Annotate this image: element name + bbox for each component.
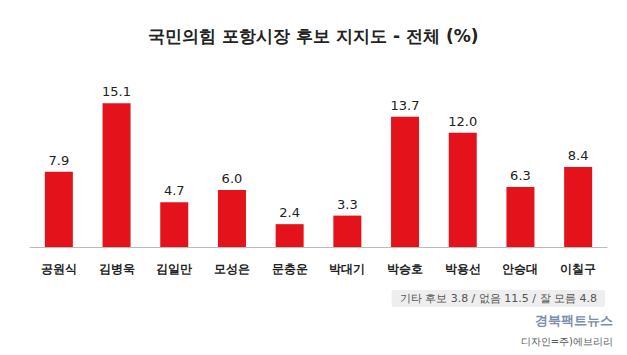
svg-text:3.3: 3.3 [337, 197, 358, 212]
svg-text:박대기: 박대기 [329, 262, 365, 276]
svg-text:박용선: 박용선 [445, 262, 481, 276]
svg-text:경북팩트뉴스: 경북팩트뉴스 [535, 313, 613, 328]
svg-text:디자인=주)에브리리: 디자인=주)에브리리 [521, 336, 613, 347]
svg-text:기타 후보 3.8 / 없음 11.5 / 잘 모름 4.8: 기타 후보 3.8 / 없음 11.5 / 잘 모름 4.8 [400, 292, 597, 305]
svg-text:김일만: 김일만 [156, 262, 192, 276]
svg-text:6.0: 6.0 [222, 171, 243, 186]
svg-text:4.7: 4.7 [164, 183, 185, 198]
svg-text:김병욱: 김병욱 [99, 262, 135, 276]
svg-text:8.4: 8.4 [568, 148, 589, 163]
svg-text:7.9: 7.9 [49, 153, 70, 168]
svg-text:12.0: 12.0 [448, 114, 477, 129]
svg-text:2.4: 2.4 [279, 205, 300, 220]
svg-text:국민의힘 포항시장 후보 지지도 - 전체 (%): 국민의힘 포항시장 후보 지지도 - 전체 (%) [148, 26, 478, 46]
svg-text:13.7: 13.7 [391, 98, 420, 113]
svg-text:이칠구: 이칠구 [560, 262, 596, 276]
svg-text:문충운: 문충운 [272, 262, 308, 276]
svg-text:15.1: 15.1 [102, 84, 131, 99]
svg-text:안승대: 안승대 [502, 262, 538, 276]
svg-text:공원식: 공원식 [41, 262, 77, 276]
svg-text:모성은: 모성은 [214, 262, 250, 276]
svg-text:박승호: 박승호 [387, 262, 423, 276]
svg-text:6.3: 6.3 [510, 168, 531, 183]
